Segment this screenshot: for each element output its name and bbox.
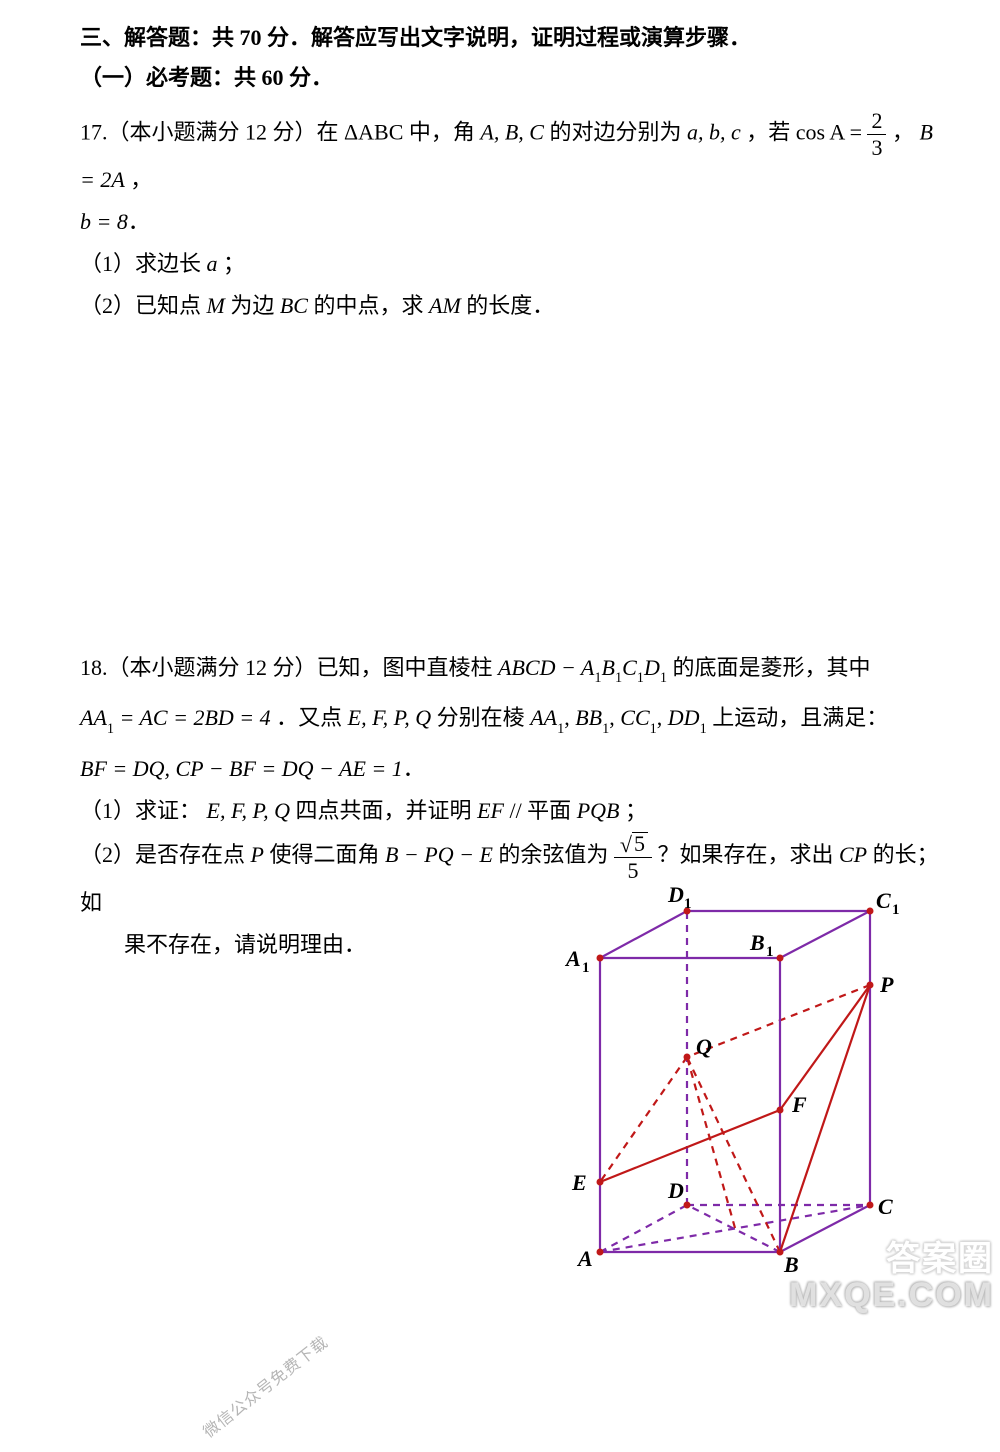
- q18-p1par: // 平面: [509, 798, 576, 823]
- q18-p2a: （2）是否存在点: [80, 842, 251, 867]
- q18-p1pts: E, F, P, Q: [207, 798, 291, 823]
- svg-text:A: A: [564, 946, 581, 971]
- svg-text:Q: Q: [696, 1034, 712, 1059]
- q18-s1a: 1: [594, 670, 601, 686]
- svg-text:D: D: [667, 1178, 684, 1203]
- q18-prism: ABCD − A: [498, 655, 594, 680]
- q17-frac-den: 3: [867, 135, 886, 159]
- q18-e1s: 1: [557, 721, 564, 737]
- q18-l1b: 的底面是菱形，其中: [673, 655, 871, 680]
- q18-e4s: 1: [700, 721, 707, 737]
- q17-BC: BC: [280, 293, 308, 318]
- svg-text:1: 1: [892, 902, 900, 918]
- q18-e4: DD: [668, 705, 700, 730]
- q18-l2d: 上运动，且满足：: [712, 705, 888, 730]
- q17-p1var: a: [207, 251, 218, 276]
- q17-sides: a, b, c: [687, 120, 741, 145]
- q18-p2b: 使得二面角: [269, 842, 385, 867]
- svg-text:F: F: [791, 1092, 807, 1117]
- q17-l1m2: 的对边分别为: [549, 120, 687, 145]
- q17-cosA: cos A =: [796, 120, 862, 145]
- q17-M: M: [207, 293, 225, 318]
- svg-text:B: B: [749, 930, 765, 955]
- q17-l1m1: 中，角: [409, 120, 481, 145]
- q18-pts: E, F, P, Q: [348, 705, 432, 730]
- q18-l3e: ．: [403, 756, 425, 781]
- q18-eq: = AC = 2BD = 4: [120, 705, 271, 730]
- svg-text:A: A: [576, 1246, 593, 1271]
- q18-e3s: 1: [650, 721, 657, 737]
- q17-p2m2: 的中点，求: [313, 293, 429, 318]
- q18-p1a: （1）求证：: [80, 798, 201, 823]
- q17-AM: AM: [429, 293, 461, 318]
- section-subtitle: （一）必考题：共 60 分．: [80, 60, 940, 96]
- q18-l2b: ．又点: [276, 705, 348, 730]
- q18-p3: 果不存在，请说明理由．: [124, 932, 366, 957]
- q17-b8: b = 8: [80, 209, 128, 234]
- q18-s1c: 1: [637, 670, 644, 686]
- q17-p2m1: 为边: [230, 293, 280, 318]
- q18-p1b: 四点共面，并证明: [296, 798, 478, 823]
- prism-diagram: ABCDA1B1C1D1EFPQ: [540, 850, 940, 1290]
- q17-l1a: 17.（本小题满分 12 分）在: [80, 120, 344, 145]
- q17-p2a: （2）已知点: [80, 293, 207, 318]
- q17-frac: 2 3: [867, 110, 886, 159]
- svg-text:C: C: [876, 888, 891, 913]
- q17-triangle: ΔABC: [344, 120, 403, 145]
- q17-p1a: （1）求边长: [80, 251, 207, 276]
- q18-e2: BB: [575, 705, 602, 730]
- q18-s1d: 1: [660, 670, 667, 686]
- watermark-diagonal: 微信公众号免费下载: [193, 1324, 339, 1451]
- q18-e1: AA: [530, 705, 557, 730]
- q17-p1b: ；: [223, 251, 245, 276]
- q18-p1ef: EF: [477, 798, 504, 823]
- q18-p1c: ；: [625, 798, 647, 823]
- q18-l2c: 分别在棱: [437, 705, 531, 730]
- svg-text:1: 1: [766, 944, 774, 960]
- q18-pD: D: [644, 655, 660, 680]
- section-title: 三、解答题：共 70 分．解答应写出文字说明，证明过程或演算步骤．: [80, 20, 940, 56]
- q18-p2P: P: [251, 842, 264, 867]
- q17-frac-num: 2: [867, 110, 886, 135]
- q18-l3: BF = DQ, CP − BF = DQ − AE = 1: [80, 756, 403, 781]
- svg-text:P: P: [879, 972, 894, 997]
- svg-text:1: 1: [684, 896, 692, 912]
- q18-pC: C: [622, 655, 637, 680]
- q18-AA1: AA: [80, 705, 107, 730]
- q17-b8p: ．: [128, 209, 150, 234]
- q18-e2s: 1: [602, 721, 609, 737]
- q18-s1b: 1: [615, 670, 622, 686]
- svg-text:C: C: [878, 1194, 893, 1219]
- q18-AA1s: 1: [107, 721, 114, 737]
- q17-l1m3: ，若: [746, 120, 796, 145]
- q18-l1a: 18.（本小题满分 12 分）已知，图中直棱柱: [80, 655, 498, 680]
- q18-e3: CC: [620, 705, 649, 730]
- question-17: 17.（本小题满分 12 分）在 ΔABC 中，角 A, B, C 的对边分别为…: [80, 110, 940, 327]
- svg-text:1: 1: [582, 960, 590, 976]
- svg-text:B: B: [783, 1252, 799, 1277]
- q18-pB: B: [602, 655, 615, 680]
- q18-p2ang: B − PQ − E: [385, 842, 493, 867]
- svg-text:D: D: [667, 882, 684, 907]
- q17-angles: A, B, C: [480, 120, 544, 145]
- q17-l1m4: ，: [892, 120, 914, 145]
- q17-p2b: 的长度．: [466, 293, 554, 318]
- q18-p1pqb: PQB: [577, 798, 620, 823]
- svg-text:E: E: [571, 1170, 587, 1195]
- q17-l1end: ，: [130, 167, 152, 192]
